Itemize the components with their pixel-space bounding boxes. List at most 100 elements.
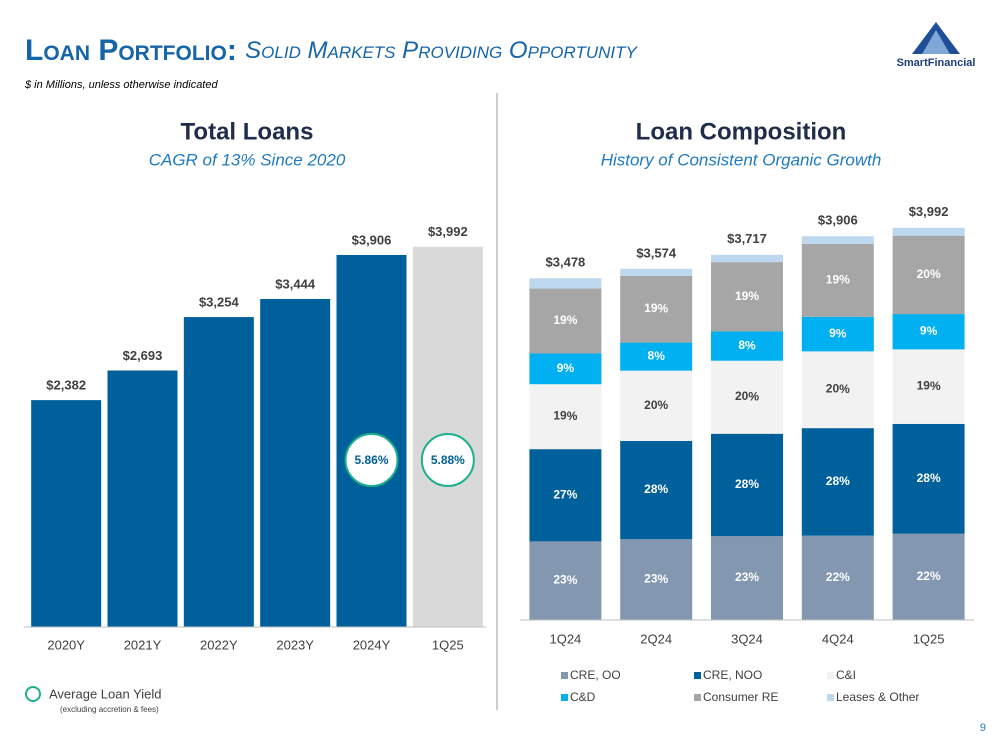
- bar-segment: [801, 535, 874, 620]
- page-number: 9: [980, 722, 986, 734]
- bar-segment: [892, 314, 965, 350]
- legend-label: CRE, NOO: [703, 668, 762, 682]
- slide-title-rest: Solid Markets Providing Opportunity: [245, 37, 638, 64]
- segment-value: 22: [826, 570, 840, 584]
- total-label: $3,574: [636, 245, 677, 260]
- data-label: $2,693: [123, 348, 163, 363]
- x-tick-label: 3Q24: [731, 631, 763, 646]
- bar-segment: [801, 236, 874, 244]
- segment-label: 23%: [735, 570, 759, 584]
- legend-note: (excluding accretion & fees): [60, 705, 159, 714]
- bar-segment: [711, 360, 783, 434]
- segment-value: 19: [826, 273, 840, 287]
- segment-label: 19%: [917, 379, 941, 393]
- segment-value: 28: [735, 477, 749, 491]
- segment-label: 9%: [920, 324, 938, 338]
- segment-label: 8%: [648, 349, 666, 363]
- slide-subtitle: $ in Millions, unless otherwise indicate…: [24, 79, 218, 91]
- legend-swatch: [827, 672, 834, 679]
- bar-segment: [529, 384, 602, 450]
- segment-value: 19: [553, 409, 567, 423]
- bar-segment: [620, 539, 693, 620]
- data-label: $3,906: [352, 232, 392, 247]
- legend-swatch: [827, 694, 834, 701]
- segment-label: 9%: [829, 326, 847, 340]
- segment-value: 27: [553, 487, 567, 501]
- bar: [183, 317, 254, 627]
- bar-segment: [529, 288, 602, 354]
- bar-segment: [529, 278, 602, 289]
- segment-value: 23: [735, 570, 749, 584]
- legend-swatch: [694, 694, 701, 701]
- bar: [260, 298, 331, 627]
- total-label: $3,906: [818, 213, 858, 228]
- bar-segment: [529, 353, 602, 385]
- segment-value: 28: [644, 482, 658, 496]
- segment-value: 8: [648, 349, 655, 363]
- bar-segment: [801, 351, 874, 429]
- segment-value: 9: [829, 326, 836, 340]
- segment-value: 23: [644, 572, 658, 586]
- yield-marker: [420, 433, 475, 487]
- legend-label: C&D: [570, 690, 596, 704]
- bar-segment: [711, 262, 783, 332]
- segment-label: 19%: [553, 409, 577, 423]
- segment-label: 28%: [644, 482, 668, 496]
- chart-title: Total Loans: [181, 118, 314, 145]
- bar-segment: [711, 536, 783, 620]
- segment-label: 8%: [738, 338, 756, 352]
- chart-subtitle: History of Consistent Organic Growth: [601, 150, 882, 169]
- yield-label: 5.88%: [431, 453, 465, 467]
- data-label: $3,444: [275, 276, 316, 291]
- segment-value: 9: [557, 361, 564, 375]
- segment-label: 23%: [644, 572, 668, 586]
- x-tick-label: 2023Y: [276, 637, 314, 652]
- x-tick-label: 2Q24: [640, 631, 672, 646]
- x-tick-label: 1Q25: [432, 637, 464, 652]
- segment-value: 19: [644, 301, 658, 315]
- segment-label: 28%: [917, 471, 941, 485]
- segment-value: 19: [735, 289, 749, 303]
- bar-segment: [801, 243, 874, 317]
- yield-marker: [344, 433, 399, 487]
- legend-swatch: [561, 672, 568, 679]
- bar-segment: [892, 349, 965, 424]
- x-tick-label: 1Q24: [549, 631, 581, 646]
- segment-label: 19%: [826, 273, 850, 287]
- segment-value: 20: [917, 267, 931, 281]
- legend-label: C&I: [836, 668, 856, 682]
- x-tick-label: 2024Y: [353, 637, 391, 652]
- segment-value: 22: [917, 569, 931, 583]
- bar-segment: [711, 433, 783, 537]
- x-tick-label: 4Q24: [822, 631, 854, 646]
- data-label: $3,992: [428, 224, 468, 239]
- logo: SmartFinancial: [897, 22, 976, 69]
- segment-value: 19: [553, 313, 567, 327]
- segment-label: 20%: [644, 398, 668, 412]
- segment-label: 19%: [644, 301, 668, 315]
- segment-label: 28%: [826, 474, 850, 488]
- logo-text: SmartFinancial: [897, 57, 976, 69]
- bar-segment: [892, 423, 965, 534]
- segment-label: 20%: [826, 382, 850, 396]
- segment-label: 20%: [917, 267, 941, 281]
- legend-swatch: [694, 672, 701, 679]
- logo-mark-inner: [922, 30, 950, 54]
- segment-value: 8: [738, 338, 745, 352]
- bar-segment: [801, 316, 874, 352]
- chart-subtitle: CAGR of 13% Since 2020: [149, 150, 346, 169]
- segment-label: 22%: [917, 569, 941, 583]
- bar-segment: [892, 533, 965, 620]
- segment-label: 28%: [735, 477, 759, 491]
- legend-label: Leases & Other: [836, 690, 919, 704]
- legend-label: Average Loan Yield: [49, 686, 162, 701]
- chart-title: Loan Composition: [636, 118, 847, 145]
- legend-label: Consumer RE: [703, 690, 778, 704]
- bar-segment: [620, 342, 693, 371]
- legend-swatch: [25, 686, 41, 702]
- x-tick-label: 2021Y: [124, 637, 162, 652]
- bar-segment: [529, 541, 602, 620]
- bar-segment: [711, 254, 783, 263]
- segment-value: 20: [826, 382, 840, 396]
- segment-value: 23: [553, 573, 567, 587]
